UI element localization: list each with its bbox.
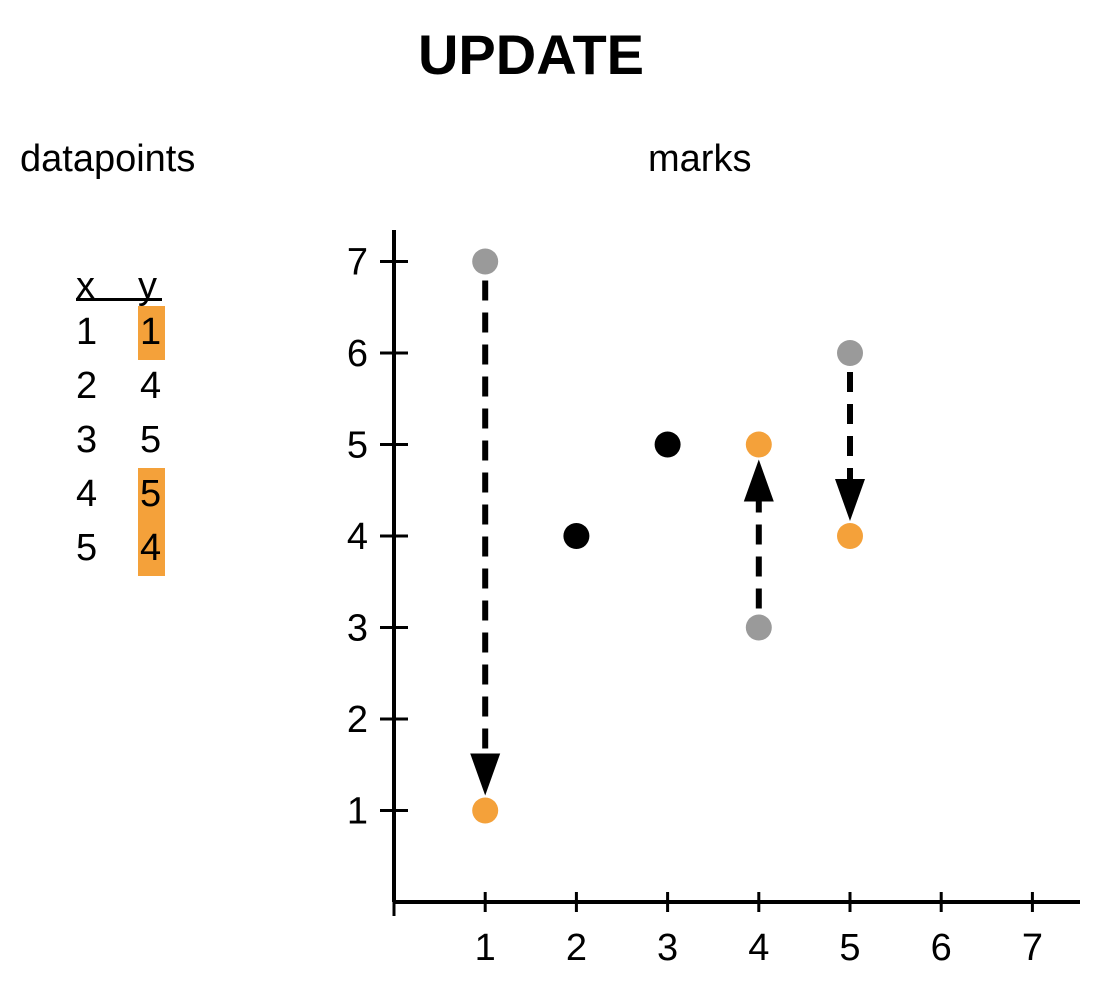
datapoints-heading: datapoints [20, 138, 196, 180]
x-tick-label: 6 [931, 927, 952, 969]
x-tick-label: 2 [566, 927, 587, 969]
highlight-cell [138, 306, 165, 360]
column-header-x: x [76, 265, 95, 307]
y-tick-label: 2 [347, 699, 368, 741]
table-cell-x: 4 [76, 473, 98, 515]
unchanged-mark [563, 523, 590, 549]
table-cell-x: 1 [76, 311, 98, 353]
x-tick-label: 7 [1022, 927, 1043, 969]
update-arrow-head [470, 753, 501, 796]
table-cell-x: 5 [76, 527, 98, 569]
marks-heading: marks [648, 138, 752, 180]
x-tick-label: 4 [748, 927, 769, 969]
y-tick-label: 5 [347, 425, 368, 467]
y-tick-label: 6 [347, 333, 368, 375]
table-cell-y: 1 [140, 311, 162, 353]
highlight-cell [138, 522, 165, 576]
old-mark [745, 614, 772, 641]
x-tick-label: 3 [657, 927, 678, 969]
y-tick-label: 3 [347, 608, 368, 650]
column-header-y: y [138, 265, 157, 307]
axis-ticks: 1 2 3 4 5 6 7 1 2 3 4 5 6 7 [347, 242, 1043, 970]
updated-mark [745, 431, 772, 458]
header-divider [76, 298, 162, 301]
table-cell-x: 3 [76, 419, 98, 461]
updated-mark [472, 797, 499, 824]
highlight-cell [138, 468, 165, 522]
update-arrow-head [835, 479, 865, 521]
table-cell-y: 4 [140, 365, 162, 407]
table-cell-x: 2 [76, 365, 98, 407]
table-cell-y: 5 [140, 473, 162, 515]
table-cell-y: 5 [140, 419, 162, 461]
update-arrow-head [743, 459, 774, 502]
diagram-title: UPDATE [417, 23, 645, 86]
update-arrows [470, 280, 865, 796]
x-tick-label: 1 [475, 927, 496, 969]
x-tick-label: 5 [839, 927, 860, 969]
updated-mark [837, 523, 863, 549]
y-tick-label: 1 [347, 791, 368, 833]
table-cell-y: 4 [140, 527, 162, 569]
y-tick-label: 7 [347, 242, 368, 284]
data-marks [472, 248, 863, 824]
old-mark [472, 248, 499, 275]
y-tick-label: 4 [347, 516, 368, 558]
unchanged-mark [654, 431, 681, 458]
old-mark [837, 340, 863, 366]
